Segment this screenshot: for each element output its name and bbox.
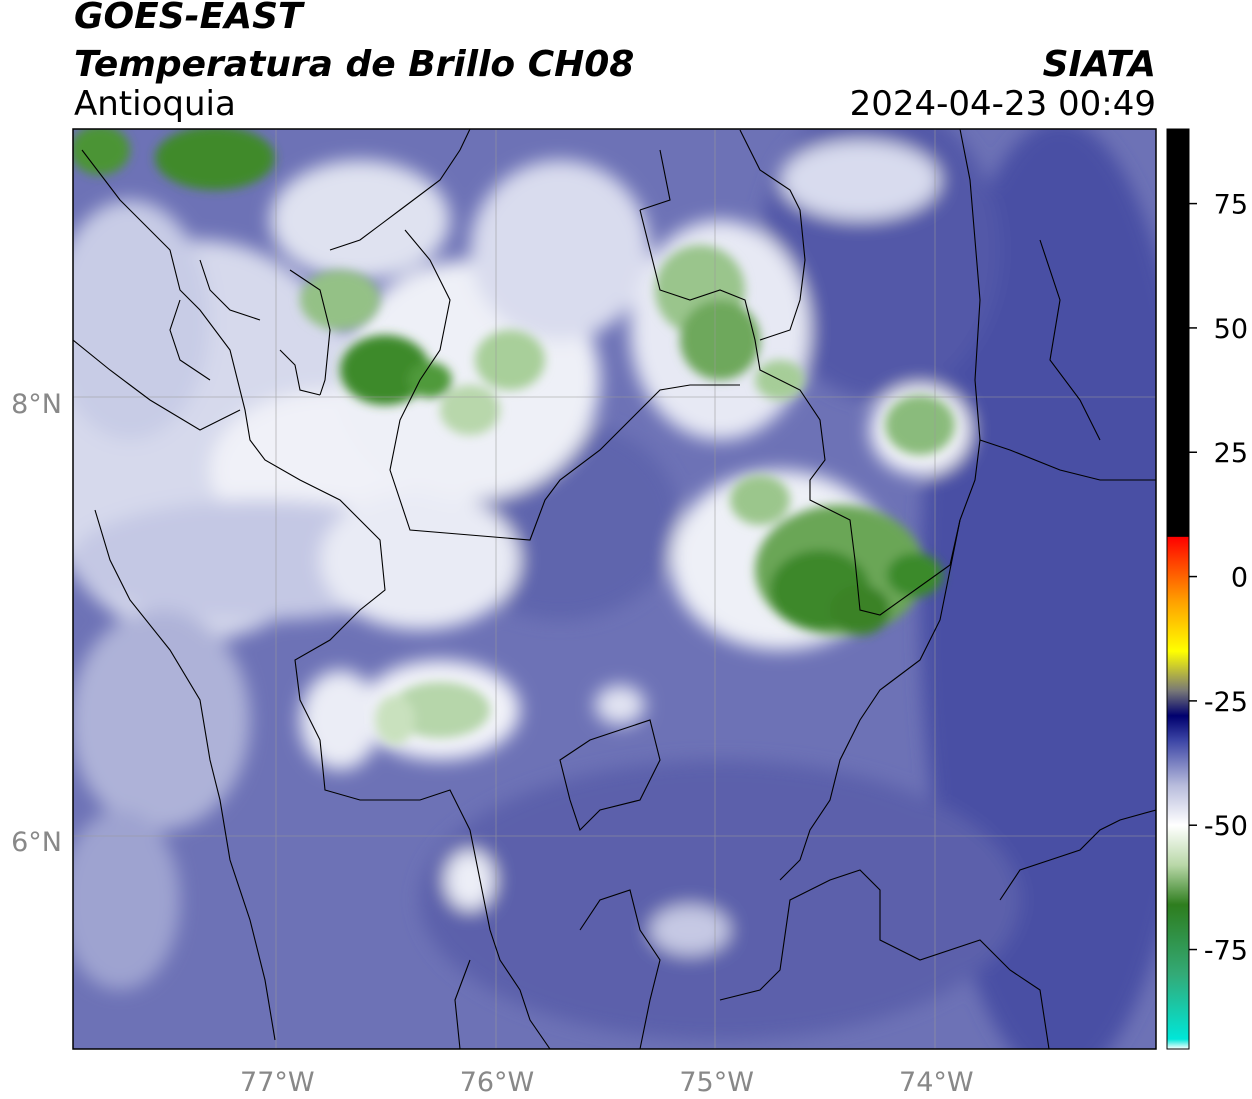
satellite-title: GOES-EAST: [74, 0, 303, 37]
lon-tick-label: 74°W: [899, 1067, 974, 1098]
colorbar-tick-label: 75: [1214, 190, 1248, 221]
colorbar: 75 50 25 0 -25 -50 -75: [1166, 128, 1248, 1050]
colorbar-tick-label: 50: [1214, 314, 1248, 345]
graticule: [73, 129, 1156, 1049]
region-label: Antioquia: [74, 84, 236, 124]
map-frame: [72, 128, 1157, 1050]
lon-tick-label: 76°W: [460, 1067, 535, 1098]
temperature-field: [73, 129, 1156, 1049]
lon-tick-label: 75°W: [679, 1067, 754, 1098]
colorbar-tick-label: 25: [1214, 438, 1248, 469]
product-title: Temperatura de Brillo CH08: [74, 44, 635, 85]
colorbar-tick-label: -75: [1204, 936, 1248, 967]
lat-tick-label: 8°N: [11, 389, 62, 420]
lat-tick-label: 6°N: [11, 827, 62, 858]
lon-tick-label: 77°W: [240, 1067, 315, 1098]
colorbar-tick-label: 0: [1231, 563, 1248, 594]
colorbar-scale: [1166, 128, 1190, 1050]
datetime-label: 2024-04-23 00:49: [849, 84, 1156, 124]
colorbar-tick-label: -25: [1204, 687, 1248, 718]
agency-label: SIATA: [1042, 44, 1156, 85]
boundaries: [73, 129, 1156, 1049]
colorbar-tick-label: -50: [1204, 811, 1248, 842]
